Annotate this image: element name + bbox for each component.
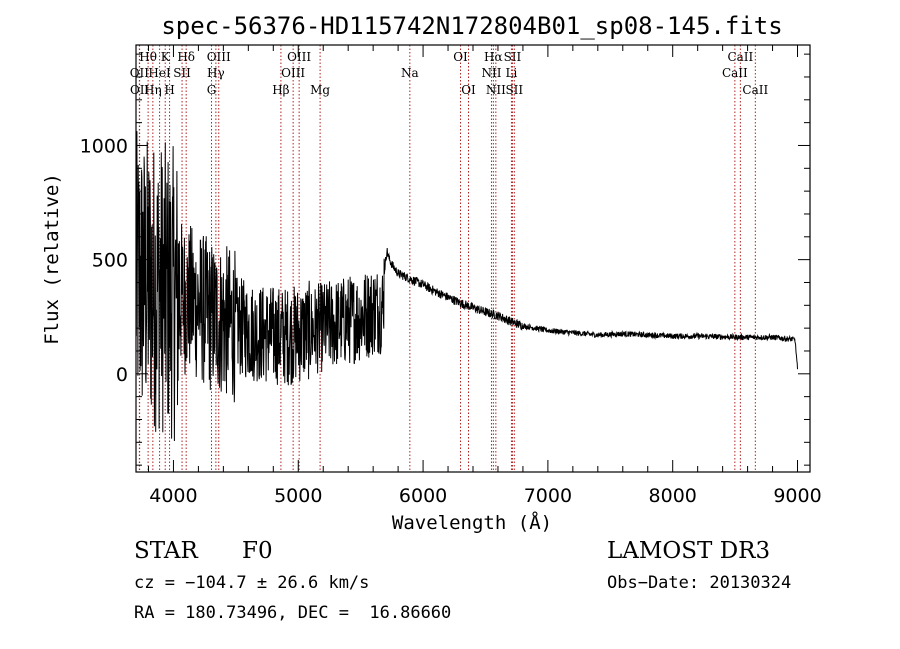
spectral-line-label: Hβ: [272, 83, 289, 97]
spectral-line-labels: Hθ OII OII K HeI Hη Hδ SII H OIII Hγ G Hβ OIII OIII Mg N…: [130, 50, 769, 97]
spectral-line-label: OIII: [287, 50, 311, 64]
x-tick-label: 4000: [149, 485, 197, 507]
spectral-line-label: HeI: [148, 66, 171, 80]
spectral-line-label: CaII: [742, 83, 768, 97]
spectral-line-label: Mg: [310, 83, 330, 97]
x-tick-label: 5000: [274, 485, 322, 507]
spectral-line-label: OII: [130, 83, 150, 97]
spectral-line-label: OIII: [207, 50, 231, 64]
spectral-line-label: Hδ: [177, 50, 195, 64]
spectrum-line: [135, 131, 798, 442]
survey-name: LAMOST DR3: [607, 538, 771, 564]
spectral-line-label: Hα: [484, 50, 503, 64]
chart-title: spec-56376-HD115742N172804B01_sp08-145.f…: [161, 12, 782, 40]
spectral-line-label: OII: [130, 66, 150, 80]
spectral-line-label: SII: [173, 66, 191, 80]
x-tick-label: 8000: [649, 485, 697, 507]
spectral-line-label: OIII: [281, 66, 305, 80]
spectral-line-label: NII: [481, 66, 501, 80]
spectral-line-label: CaII: [722, 66, 748, 80]
x-axis-label: Wavelength (Å): [392, 511, 552, 534]
y-tick-label: 500: [92, 250, 128, 272]
spectral-line-markers: [138, 45, 756, 472]
object-subclass: F0: [242, 538, 273, 564]
y-tick-label: 1000: [80, 135, 128, 157]
spectral-line-label: Hθ: [139, 50, 157, 64]
x-tick-label: 9000: [773, 485, 821, 507]
plot-frame: [135, 44, 811, 473]
spectral-line-label: Hη: [144, 83, 162, 97]
spectral-line-label: SII: [505, 83, 523, 97]
x-tick-label: 6000: [399, 485, 447, 507]
y-tick-label: 0: [116, 364, 128, 386]
axes: 4000 5000 6000 7000 8000 9000 0 500 1000: [80, 45, 822, 507]
spectral-line-label: Li: [506, 66, 518, 80]
object-class: STAR: [134, 538, 198, 564]
redshift-velocity: cz = −104.7 ± 26.6 km/s: [134, 573, 370, 593]
coordinates: RA = 180.73496, DEC = 16.86660: [134, 603, 452, 623]
spectral-line-label: G: [207, 83, 217, 97]
spectral-line-label: Hγ: [207, 66, 225, 80]
x-tick-label: 7000: [524, 485, 572, 507]
y-axis-label: Flux (relative): [41, 173, 63, 345]
spectral-line-label: OI: [461, 83, 476, 97]
spectral-line-label: OI: [453, 50, 468, 64]
observation-date: Obs−Date: 20130324: [607, 573, 792, 593]
spectral-line-label: SII: [504, 50, 522, 64]
spectral-line-label: K: [161, 50, 171, 64]
spectral-line-label: NII: [486, 83, 506, 97]
spectral-line-label: CaII: [727, 50, 753, 64]
spectral-line-label: H: [164, 83, 174, 97]
spectral-line-label: Na: [401, 66, 419, 80]
